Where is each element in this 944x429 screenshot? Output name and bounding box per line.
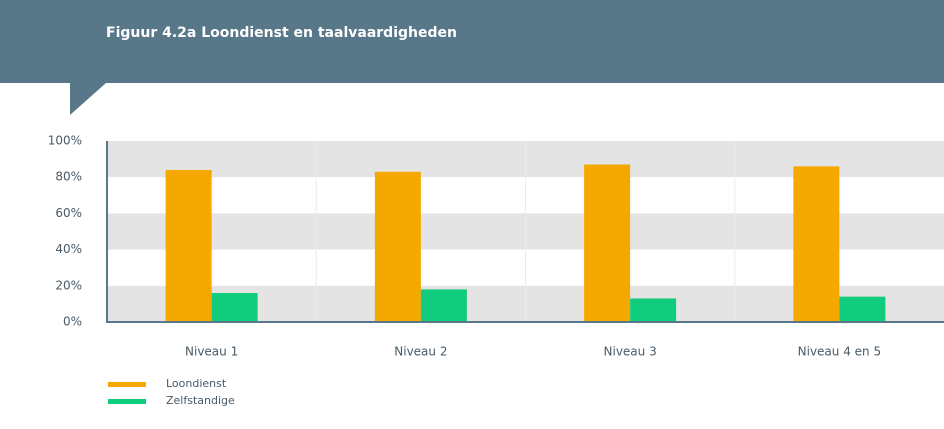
bar (420, 289, 467, 322)
y-tick-label: 80% (55, 170, 82, 184)
bar (211, 293, 258, 322)
legend-swatch (108, 382, 146, 387)
header-banner (0, 0, 944, 83)
legend-label: Zelfstandige (166, 394, 235, 407)
legend-swatch (108, 399, 146, 404)
x-tick-label: Niveau 2 (394, 345, 447, 359)
banner-tail (70, 83, 106, 115)
chart-title: Figuur 4.2a Loondienst en taalvaardighed… (106, 25, 457, 41)
bar (839, 296, 886, 322)
x-tick-label: Niveau 1 (185, 345, 238, 359)
bar (165, 169, 212, 322)
y-tick-label: 20% (55, 278, 82, 292)
y-tick-label: 60% (55, 206, 82, 220)
x-tick-label: Niveau 3 (604, 345, 657, 359)
y-tick-label: 40% (55, 242, 82, 256)
bar (793, 166, 840, 322)
y-tick-label: 100% (48, 134, 82, 148)
bar (584, 164, 631, 322)
x-tick-label: Niveau 4 en 5 (798, 345, 881, 359)
bar (630, 298, 677, 322)
legend-label: Loondienst (166, 377, 227, 390)
y-tick-label: 0% (63, 315, 82, 329)
bar (374, 171, 421, 322)
